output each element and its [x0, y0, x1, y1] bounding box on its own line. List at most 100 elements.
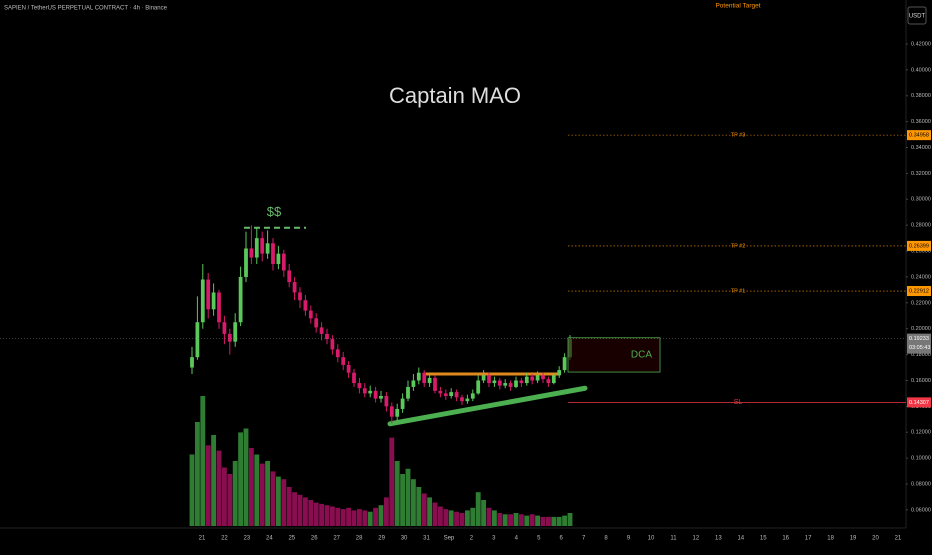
- volume-bar: [340, 509, 346, 526]
- stop-loss-price-label: 0.14307: [909, 400, 929, 406]
- volume-bar: [194, 422, 200, 526]
- volume-bar: [421, 493, 427, 526]
- target-price-tag: [907, 130, 931, 141]
- candle-body: [422, 372, 427, 384]
- volume-bar: [551, 516, 557, 526]
- candle-body: [416, 372, 421, 381]
- candle-body: [395, 408, 400, 417]
- candle-body: [195, 322, 200, 358]
- x-tick-label: 8: [604, 536, 608, 542]
- candle-body: [524, 376, 529, 384]
- volume-bar: [545, 516, 551, 526]
- trendline: [387, 385, 588, 427]
- candle-body: [190, 357, 194, 368]
- candle-body: [200, 279, 205, 323]
- potential-target-label: Potential Target: [715, 3, 760, 10]
- candle-body: [379, 396, 383, 399]
- candle-body: [514, 380, 518, 387]
- y-tick-label: 0.12000: [911, 430, 931, 436]
- candle-body: [384, 396, 389, 407]
- x-tick-label: 5: [537, 536, 541, 542]
- volume-bar: [373, 507, 379, 526]
- volume-bar: [238, 432, 244, 526]
- volume-bar: [540, 516, 546, 526]
- candle-body: [206, 279, 211, 310]
- volume-bar: [308, 500, 314, 526]
- volume-bar: [556, 516, 562, 526]
- y-tick-label: 0.42000: [911, 41, 931, 47]
- volume-bar: [427, 497, 433, 526]
- x-tick-label: 24: [266, 536, 273, 542]
- countdown-label: 03:05:43: [909, 345, 930, 351]
- candle-body: [303, 300, 308, 311]
- volume-bar: [475, 492, 481, 526]
- x-tick-label: 26: [311, 536, 318, 542]
- candle-body: [460, 397, 464, 402]
- candle-body: [222, 322, 227, 334]
- volume-bar: [286, 487, 292, 526]
- volume-bar: [389, 437, 395, 526]
- volume-bar: [356, 509, 362, 526]
- x-tick-label: 18: [827, 536, 834, 542]
- volume-bar: [486, 507, 492, 526]
- candle-body: [341, 357, 346, 365]
- currency-button-label[interactable]: USDT: [909, 14, 926, 20]
- current-price-label: 0.19233: [909, 336, 929, 342]
- volume-bar: [502, 514, 508, 526]
- candle-body: [265, 243, 270, 254]
- volume-bar: [313, 502, 319, 526]
- volume-bar: [394, 461, 400, 526]
- target-price-label: 0.26399: [909, 243, 929, 249]
- volume-bar: [518, 514, 524, 526]
- volume-bar: [454, 511, 460, 526]
- liquidity-label: $$: [267, 204, 282, 219]
- currency-button[interactable]: [907, 6, 927, 25]
- candle-body: [368, 390, 373, 394]
- x-tick-label: 4: [515, 536, 519, 542]
- x-tick-label: 15: [760, 536, 767, 542]
- x-tick-label: Sep: [444, 536, 455, 542]
- candle-body: [227, 333, 232, 342]
- volume-bar: [221, 467, 227, 526]
- candle-body: [325, 333, 329, 340]
- volume-bar: [189, 454, 195, 526]
- volume-bar: [410, 479, 416, 526]
- x-tick-label: 11: [670, 536, 677, 542]
- candle-body: [503, 383, 508, 386]
- volume-bar: [443, 509, 449, 526]
- volume-bar: [329, 506, 335, 526]
- candle-body: [557, 370, 562, 376]
- x-tick-label: 27: [333, 536, 340, 542]
- x-tick-label: 16: [782, 536, 789, 542]
- target-price-label: 0.22912: [909, 288, 929, 294]
- volume-bar: [227, 474, 233, 526]
- target-price-label: 0.34958: [909, 133, 929, 139]
- x-tick-label: 21: [199, 536, 206, 542]
- volume-bar: [400, 474, 406, 526]
- y-tick-label: 0.10000: [911, 456, 931, 462]
- volume-bar: [297, 494, 303, 526]
- x-tick-label: 20: [872, 536, 879, 542]
- y-tick-label: 0.38000: [911, 93, 931, 99]
- candle-body: [271, 243, 275, 264]
- candle-body: [298, 292, 302, 301]
- volume-bar: [335, 507, 341, 526]
- candle-body: [449, 392, 454, 396]
- candle-body: [281, 253, 286, 271]
- x-tick-label: 12: [693, 536, 700, 542]
- candle-body: [476, 380, 481, 394]
- candle-body: [481, 375, 486, 381]
- volume-bar: [378, 505, 384, 526]
- volume-bar: [508, 514, 514, 526]
- candle-body: [352, 372, 356, 384]
- candle-body: [535, 375, 540, 381]
- volume-bar: [205, 445, 211, 526]
- volume-bar: [481, 500, 487, 526]
- candle-body: [308, 310, 313, 319]
- candle-body: [470, 393, 475, 399]
- y-tick-label: 0.28000: [911, 223, 931, 229]
- volume-bar: [459, 513, 465, 526]
- chart-title: SAPIEN / TetherUS PERPETUAL CONTRACT · 4…: [4, 6, 168, 12]
